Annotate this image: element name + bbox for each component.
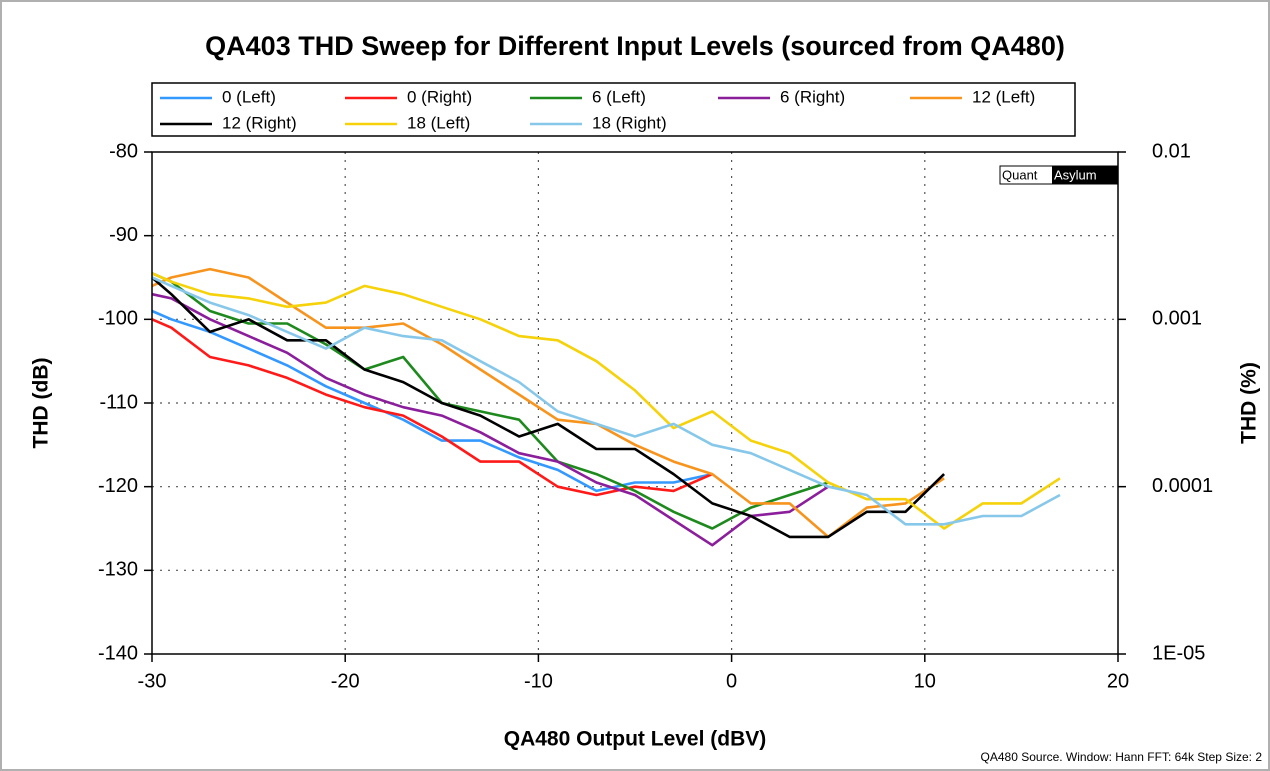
legend-label: 12 (Left) bbox=[972, 87, 1035, 106]
y2-tick-label: 1E-05 bbox=[1152, 642, 1205, 664]
x-axis-label: QA480 Output Level (dBV) bbox=[504, 728, 767, 751]
watermark-fill bbox=[1052, 166, 1118, 184]
series-line bbox=[151, 272, 829, 530]
y-tick-label: -90 bbox=[109, 224, 138, 246]
y-tick-label: -100 bbox=[98, 308, 138, 330]
series-line bbox=[151, 276, 946, 539]
x-tick-label: 0 bbox=[726, 670, 737, 692]
footnote: QA480 Source. Window: Hann FFT: 64k Step… bbox=[981, 750, 1263, 764]
x-tick-label: -30 bbox=[138, 670, 167, 692]
legend-label: 6 (Left) bbox=[592, 87, 646, 106]
y2-tick-label: 0.01 bbox=[1152, 140, 1191, 162]
legend-label: 6 (Right) bbox=[780, 87, 845, 106]
y-axis-label: THD (dB) bbox=[30, 358, 53, 449]
y-tick-label: -80 bbox=[109, 140, 138, 162]
series-line bbox=[151, 267, 945, 539]
series-line bbox=[151, 292, 829, 547]
legend-label: 0 (Left) bbox=[222, 87, 276, 106]
watermark-right: Asylum bbox=[1054, 167, 1097, 182]
legend-box bbox=[151, 82, 1076, 137]
plot-frame bbox=[151, 151, 1119, 655]
x-tick-label: -10 bbox=[524, 670, 553, 692]
series-line bbox=[151, 318, 713, 497]
y2-tick-label: 0.001 bbox=[1152, 308, 1202, 330]
y2-axis-label: THD (%) bbox=[1238, 362, 1261, 444]
y2-tick-label: 0.0001 bbox=[1152, 475, 1213, 497]
x-tick-label: -20 bbox=[331, 670, 360, 692]
x-tick-label: 10 bbox=[914, 670, 936, 692]
legend-label: 18 (Right) bbox=[592, 113, 667, 132]
plot-lines bbox=[151, 267, 1061, 547]
series-line bbox=[151, 309, 713, 493]
y-tick-label: -140 bbox=[98, 642, 138, 664]
chart-title: QA403 THD Sweep for Different Input Leve… bbox=[205, 31, 1065, 61]
y-tick-label: -120 bbox=[98, 475, 138, 497]
series-line bbox=[151, 272, 1061, 530]
legend-label: 18 (Left) bbox=[407, 113, 470, 132]
legend-label: 0 (Right) bbox=[407, 87, 472, 106]
x-tick-label: 20 bbox=[1107, 670, 1129, 692]
legend-label: 12 (Right) bbox=[222, 113, 297, 132]
y-tick-label: -110 bbox=[99, 391, 138, 413]
y-tick-label: -130 bbox=[98, 559, 138, 581]
series-line bbox=[151, 276, 1061, 526]
watermark-left: Quant bbox=[1002, 167, 1038, 182]
